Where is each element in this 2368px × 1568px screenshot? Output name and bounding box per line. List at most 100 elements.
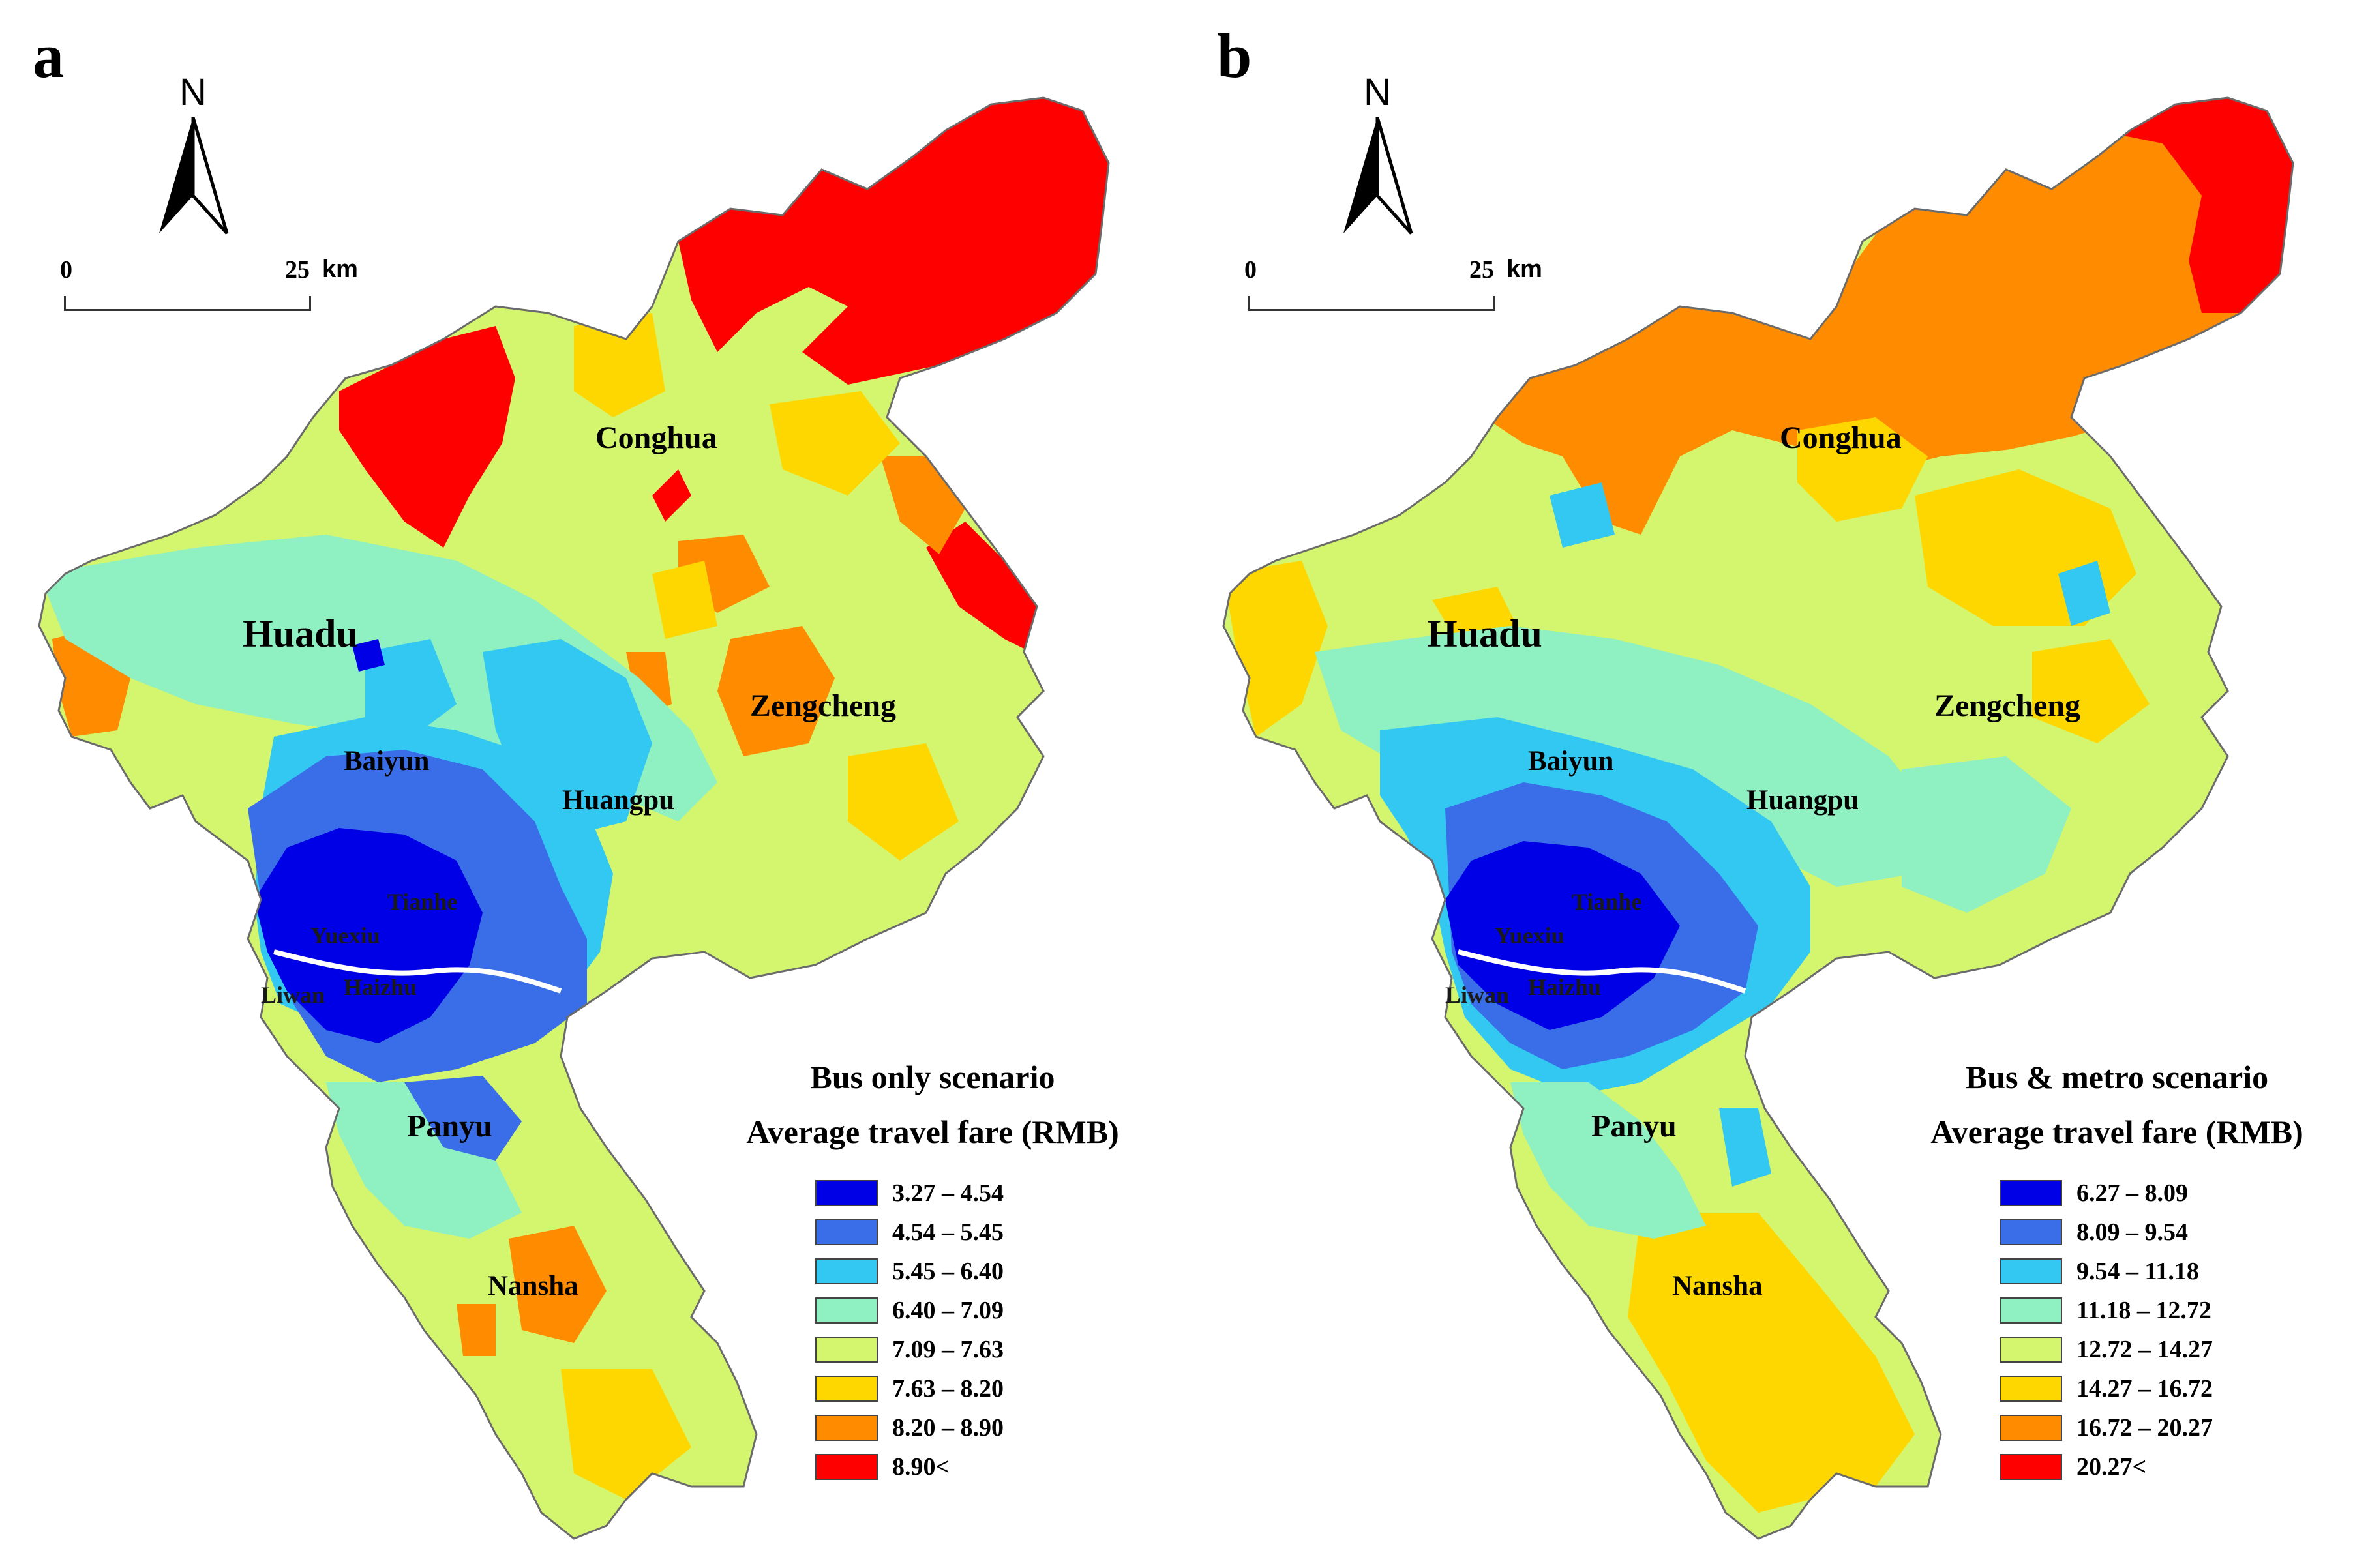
legend-items: 6.27 – 8.09 8.09 – 9.54 9.54 – 11.18 11.… [2000, 1174, 2358, 1487]
legend-item: 4.54 – 5.45 [815, 1213, 1174, 1252]
north-arrow-icon [1343, 117, 1413, 235]
panel-letter: b [1217, 21, 1252, 91]
legend-item: 5.45 – 6.40 [815, 1252, 1174, 1291]
district-label-huangpu: Huangpu [562, 785, 675, 816]
legend-label: 4.54 – 5.45 [892, 1219, 1004, 1246]
district-label-baiyun: Baiyun [344, 746, 430, 777]
district-label-panyu: Panyu [407, 1109, 492, 1144]
legend-swatch [2000, 1180, 2062, 1206]
choropleth-map-a [38, 96, 1110, 1540]
legend-swatch [815, 1337, 878, 1363]
legend-swatch [2000, 1415, 2062, 1441]
scale-bar: 0 25 km [60, 256, 358, 314]
legend-swatch [815, 1454, 878, 1480]
legend-label: 11.18 – 12.72 [2076, 1297, 2211, 1324]
legend-swatch [815, 1258, 878, 1284]
legend-item: 3.27 – 4.54 [815, 1174, 1174, 1213]
district-label-conghua: Conghua [1780, 421, 1902, 455]
map-legend: Bus only scenario Average travel fare (R… [691, 1050, 1174, 1487]
legend-label: 7.63 – 8.20 [892, 1375, 1004, 1402]
legend-label: 7.09 – 7.63 [892, 1336, 1004, 1363]
legend-item: 8.90< [815, 1447, 1174, 1487]
legend-swatch [2000, 1258, 2062, 1284]
district-label-haizhu: Haizhu [1528, 974, 1602, 1000]
scale-max-label: 25 [285, 256, 310, 284]
legend-items: 3.27 – 4.54 4.54 – 5.45 5.45 – 6.40 6.40… [815, 1174, 1174, 1487]
legend-swatch [815, 1415, 878, 1441]
legend-item: 16.72 – 20.27 [2000, 1408, 2358, 1447]
legend-swatch [815, 1297, 878, 1324]
district-label-tianhe: Tianhe [387, 889, 458, 915]
legend-item: 9.54 – 11.18 [2000, 1252, 2358, 1291]
legend-label: 8.09 – 9.54 [2076, 1219, 2188, 1246]
north-arrow-icon [159, 117, 229, 235]
district-label-zengcheng: Zengcheng [750, 688, 897, 723]
district-label-huangpu: Huangpu [1746, 785, 1859, 816]
district-label-huadu: Huadu [1427, 612, 1542, 655]
district-label-nansha: Nansha [1672, 1271, 1763, 1301]
legend-title-scenario: Bus & metro scenario [1965, 1059, 2269, 1095]
legend-title-fare: Average travel fare (RMB) [746, 1114, 1119, 1150]
legend-label: 9.54 – 11.18 [2076, 1258, 2199, 1285]
district-label-huadu: Huadu [243, 612, 358, 655]
legend-label: 8.20 – 8.90 [892, 1414, 1004, 1442]
legend-swatch [2000, 1219, 2062, 1245]
district-label-zengcheng: Zengcheng [1934, 688, 2081, 723]
legend-swatch [2000, 1297, 2062, 1324]
legend-swatch [815, 1219, 878, 1245]
panel-letter: a [33, 21, 64, 91]
choropleth-map-b [1222, 96, 2294, 1540]
scale-line [64, 296, 311, 311]
legend-item: 7.09 – 7.63 [815, 1330, 1174, 1369]
scale-zero-label: 0 [1244, 256, 1257, 284]
district-label-liwan: Liwan [261, 982, 325, 1008]
north-arrow: N [1332, 70, 1423, 235]
map-panel-b: b N 0 25 km Conghua Huadu Zengcheng Baiy… [1184, 0, 2368, 1568]
legend-item: 6.27 – 8.09 [2000, 1174, 2358, 1213]
scale-unit-label: km [1506, 256, 1542, 283]
legend-title-fare: Average travel fare (RMB) [1930, 1114, 2303, 1150]
district-label-yuexiu: Yuexiu [310, 923, 380, 949]
district-label-liwan: Liwan [1445, 982, 1510, 1008]
district-label-baiyun: Baiyun [1528, 746, 1614, 777]
legend-item: 8.09 – 9.54 [2000, 1213, 2358, 1252]
legend-label: 5.45 – 6.40 [892, 1258, 1004, 1285]
district-label-haizhu: Haizhu [344, 974, 417, 1000]
legend-swatch [815, 1376, 878, 1402]
scale-max-label: 25 [1469, 256, 1494, 284]
district-label-nansha: Nansha [488, 1271, 578, 1301]
scale-unit-label: km [322, 256, 358, 283]
legend-label: 16.72 – 20.27 [2076, 1414, 2213, 1442]
legend-item: 12.72 – 14.27 [2000, 1330, 2358, 1369]
legend-swatch [815, 1180, 878, 1206]
legend-label: 6.27 – 8.09 [2076, 1179, 2188, 1207]
legend-label: 12.72 – 14.27 [2076, 1336, 2213, 1363]
map-panel-a: a N 0 25 km Conghua Huadu Zengcheng Baiy… [33, 21, 1174, 1540]
legend-item: 6.40 – 7.09 [815, 1291, 1174, 1330]
scale-bar: 0 25 km [1244, 256, 1542, 314]
scale-zero-label: 0 [60, 256, 72, 284]
district-label-conghua: Conghua [595, 421, 717, 455]
legend-label: 14.27 – 16.72 [2076, 1375, 2213, 1402]
legend-swatch [2000, 1376, 2062, 1402]
north-label: N [179, 71, 207, 113]
district-label-panyu: Panyu [1591, 1109, 1677, 1144]
district-label-tianhe: Tianhe [1572, 889, 1642, 915]
legend-label: 6.40 – 7.09 [892, 1297, 1004, 1324]
legend-item: 14.27 – 16.72 [2000, 1369, 2358, 1408]
legend-swatch [2000, 1337, 2062, 1363]
north-label: N [1364, 71, 1391, 113]
legend-swatch [2000, 1454, 2062, 1480]
legend-title-scenario: Bus only scenario [810, 1059, 1055, 1095]
scale-line [1248, 296, 1495, 311]
legend-label: 20.27< [2076, 1453, 2147, 1481]
legend-item: 7.63 – 8.20 [815, 1369, 1174, 1408]
legend-label: 8.90< [892, 1453, 950, 1481]
legend-item: 20.27< [2000, 1447, 2358, 1487]
north-arrow: N [147, 70, 239, 235]
legend-item: 8.20 – 8.90 [815, 1408, 1174, 1447]
legend-item: 11.18 – 12.72 [2000, 1291, 2358, 1330]
map-legend: Bus & metro scenario Average travel fare… [1876, 1050, 2358, 1487]
district-label-yuexiu: Yuexiu [1495, 923, 1565, 949]
legend-label: 3.27 – 4.54 [892, 1179, 1004, 1207]
